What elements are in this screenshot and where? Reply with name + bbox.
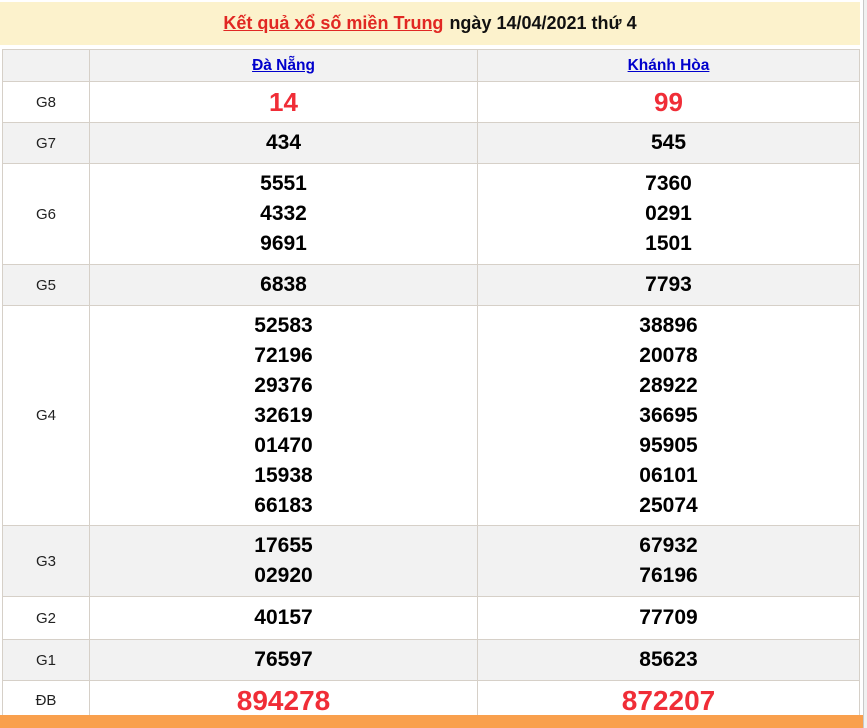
prize-label: ĐB (2, 680, 90, 721)
scrollbar[interactable] (863, 0, 867, 728)
column-link-khanh-hoa[interactable]: Khánh Hòa (627, 56, 710, 74)
result-number: 1501 (645, 232, 692, 255)
result-number: 17655 (254, 534, 313, 557)
orange-divider-bar (0, 715, 863, 728)
table-header-row: Đà Nẵng Khánh Hòa (2, 49, 860, 82)
result-cell-khanh-hoa: 99 (477, 81, 860, 123)
prize-row-g4: G4 52583 72196 29376 32619 01470 15938 6… (2, 305, 860, 526)
result-number: 20078 (639, 343, 698, 367)
result-cell-da-nang: 76597 (89, 639, 478, 681)
result-number: 7793 (645, 273, 692, 296)
result-number: 99 (654, 87, 683, 117)
result-number: 36695 (639, 403, 698, 427)
result-number: 14 (269, 87, 298, 117)
result-number: 6838 (260, 273, 307, 296)
prize-row-g3: G3 17655 02920 67932 76196 (2, 525, 860, 597)
result-number: 85623 (639, 648, 698, 671)
result-cell-khanh-hoa: 872207 (477, 680, 860, 721)
result-number: 38896 (639, 313, 698, 337)
result-number: 66183 (254, 493, 313, 517)
result-cell-khanh-hoa: 67932 76196 (477, 525, 860, 597)
result-number: 67932 (639, 534, 698, 557)
prize-label: G5 (2, 264, 90, 306)
prize-row-g6: G6 5551 4332 9691 7360 0291 1501 (2, 163, 860, 265)
result-number: 02920 (254, 564, 313, 587)
prize-label: G4 (2, 305, 90, 526)
result-number: 32619 (254, 403, 313, 427)
result-cell-khanh-hoa: 38896 20078 28922 36695 95905 06101 2507… (477, 305, 860, 526)
title-link[interactable]: Kết quả xổ số miền Trung (223, 13, 444, 33)
result-number: 0291 (645, 202, 692, 225)
result-number: 434 (265, 131, 302, 154)
result-number: 76597 (254, 648, 313, 671)
prize-row-g7: G7 434 545 (2, 122, 860, 164)
title-date: ngày 14/04/2021 thứ 4 (449, 13, 637, 33)
corner-cell (2, 49, 90, 82)
result-cell-da-nang: 17655 02920 (89, 525, 478, 597)
result-cell-khanh-hoa: 7793 (477, 264, 860, 306)
prize-row-db: ĐB 894278 872207 (2, 680, 860, 721)
results-table: Đà Nẵng Khánh Hòa G8 14 99 G7 434 545 G6… (2, 49, 860, 721)
prize-label: G1 (2, 639, 90, 681)
prize-label: G3 (2, 525, 90, 597)
result-number: 5551 (260, 172, 307, 195)
result-cell-khanh-hoa: 85623 (477, 639, 860, 681)
prize-row-g8: G8 14 99 (2, 81, 860, 123)
result-cell-khanh-hoa: 77709 (477, 596, 860, 640)
result-cell-da-nang: 434 (89, 122, 478, 164)
prize-row-g2: G2 40157 77709 (2, 596, 860, 640)
result-number: 28922 (639, 373, 698, 397)
result-number: 40157 (254, 606, 313, 629)
prize-label: G8 (2, 81, 90, 123)
result-number: 7360 (645, 172, 692, 195)
result-cell-da-nang: 5551 4332 9691 (89, 163, 478, 265)
prize-row-g5: G5 6838 7793 (2, 264, 860, 306)
prize-row-g1: G1 76597 85623 (2, 639, 860, 681)
result-number: 25074 (639, 493, 698, 517)
result-cell-da-nang: 52583 72196 29376 32619 01470 15938 6618… (89, 305, 478, 526)
result-number: 545 (650, 131, 687, 154)
prize-label: G6 (2, 163, 90, 265)
result-number: 9691 (260, 232, 307, 255)
result-number: 15938 (254, 463, 313, 487)
result-number: 872207 (621, 684, 716, 716)
prize-label: G2 (2, 596, 90, 640)
result-number: 95905 (639, 433, 698, 457)
result-cell-da-nang: 40157 (89, 596, 478, 640)
result-number: 76196 (639, 564, 698, 587)
prize-label: G7 (2, 122, 90, 164)
result-number: 52583 (254, 313, 313, 337)
result-cell-khanh-hoa: 545 (477, 122, 860, 164)
result-cell-da-nang: 14 (89, 81, 478, 123)
result-number: 01470 (254, 433, 313, 457)
result-cell-da-nang: 6838 (89, 264, 478, 306)
result-number: 894278 (236, 684, 331, 716)
page-title: Kết quả xổ số miền Trung ngày 14/04/2021… (0, 2, 860, 45)
result-number: 77709 (639, 606, 698, 629)
result-number: 29376 (254, 373, 313, 397)
result-number: 72196 (254, 343, 313, 367)
result-number: 06101 (639, 463, 698, 487)
column-link-da-nang[interactable]: Đà Nẵng (252, 56, 315, 74)
result-cell-khanh-hoa: 7360 0291 1501 (477, 163, 860, 265)
result-number: 4332 (260, 202, 307, 225)
